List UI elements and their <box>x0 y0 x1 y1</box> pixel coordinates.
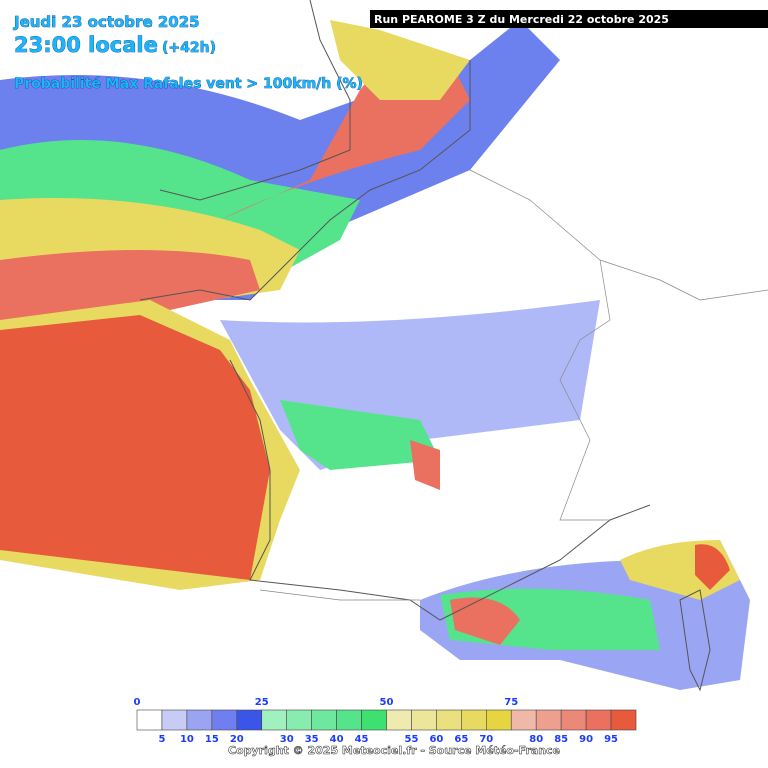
legend-label: 0 <box>134 697 141 708</box>
legend-label: 45 <box>355 734 369 745</box>
color-swatch <box>610 709 637 731</box>
color-swatch <box>510 709 537 731</box>
run-info: Run PEAROME 3 Z du Mercredi 22 octobre 2… <box>374 13 669 26</box>
legend-label: 85 <box>554 734 568 745</box>
color-swatch <box>535 709 562 731</box>
date: Jeudi 23 octobre 2025 <box>13 13 200 31</box>
color-swatch <box>336 709 362 731</box>
legend-label: 20 <box>230 734 244 745</box>
color-swatch <box>136 709 163 731</box>
legend-label: 60 <box>429 734 443 745</box>
color-swatch <box>286 709 312 731</box>
run-banner <box>370 10 768 28</box>
parameter: Probabilité Max Rafales vent > 100km/h (… <box>14 76 363 92</box>
colorbar: 0 25 50 75 5 10 15 20 30 35 40 45 55 60 65 70 80 85 90 95 <box>134 697 637 745</box>
color-swatch <box>361 709 387 731</box>
legend-label: 35 <box>305 734 319 745</box>
legend-label: 95 <box>604 734 618 745</box>
legend-label: 65 <box>454 734 468 745</box>
time: 23:00 locale <box>14 33 158 57</box>
legend-label: 90 <box>579 734 593 745</box>
legend-label: 25 <box>255 697 269 708</box>
lead-time: (+42h) <box>162 40 216 56</box>
color-swatch <box>311 709 337 731</box>
legend-label: 40 <box>330 734 344 745</box>
legend-label: 30 <box>280 734 294 745</box>
color-swatch <box>411 709 437 731</box>
color-swatch <box>560 709 587 731</box>
color-swatch <box>161 709 188 731</box>
color-swatch <box>386 709 412 731</box>
legend-label: 55 <box>404 734 418 745</box>
copyright: Copyright © 2025 Meteociel.fr - Source M… <box>228 744 560 757</box>
legend-label: 10 <box>180 734 194 745</box>
color-swatch <box>186 709 213 731</box>
legend-label: 15 <box>205 734 219 745</box>
legend-label: 80 <box>529 734 543 745</box>
legend-label: 75 <box>504 697 518 708</box>
legend-label: 70 <box>479 734 493 745</box>
map-field <box>0 20 750 690</box>
coastlines <box>139 0 768 692</box>
color-swatch <box>436 709 462 731</box>
legend-label: 5 <box>158 734 165 745</box>
color-swatch <box>485 709 512 731</box>
color-swatch <box>236 709 263 731</box>
color-swatch <box>461 709 487 731</box>
legend-label: 50 <box>380 697 394 708</box>
color-swatch <box>211 709 238 731</box>
color-swatch <box>585 709 612 731</box>
color-swatch <box>261 709 288 731</box>
